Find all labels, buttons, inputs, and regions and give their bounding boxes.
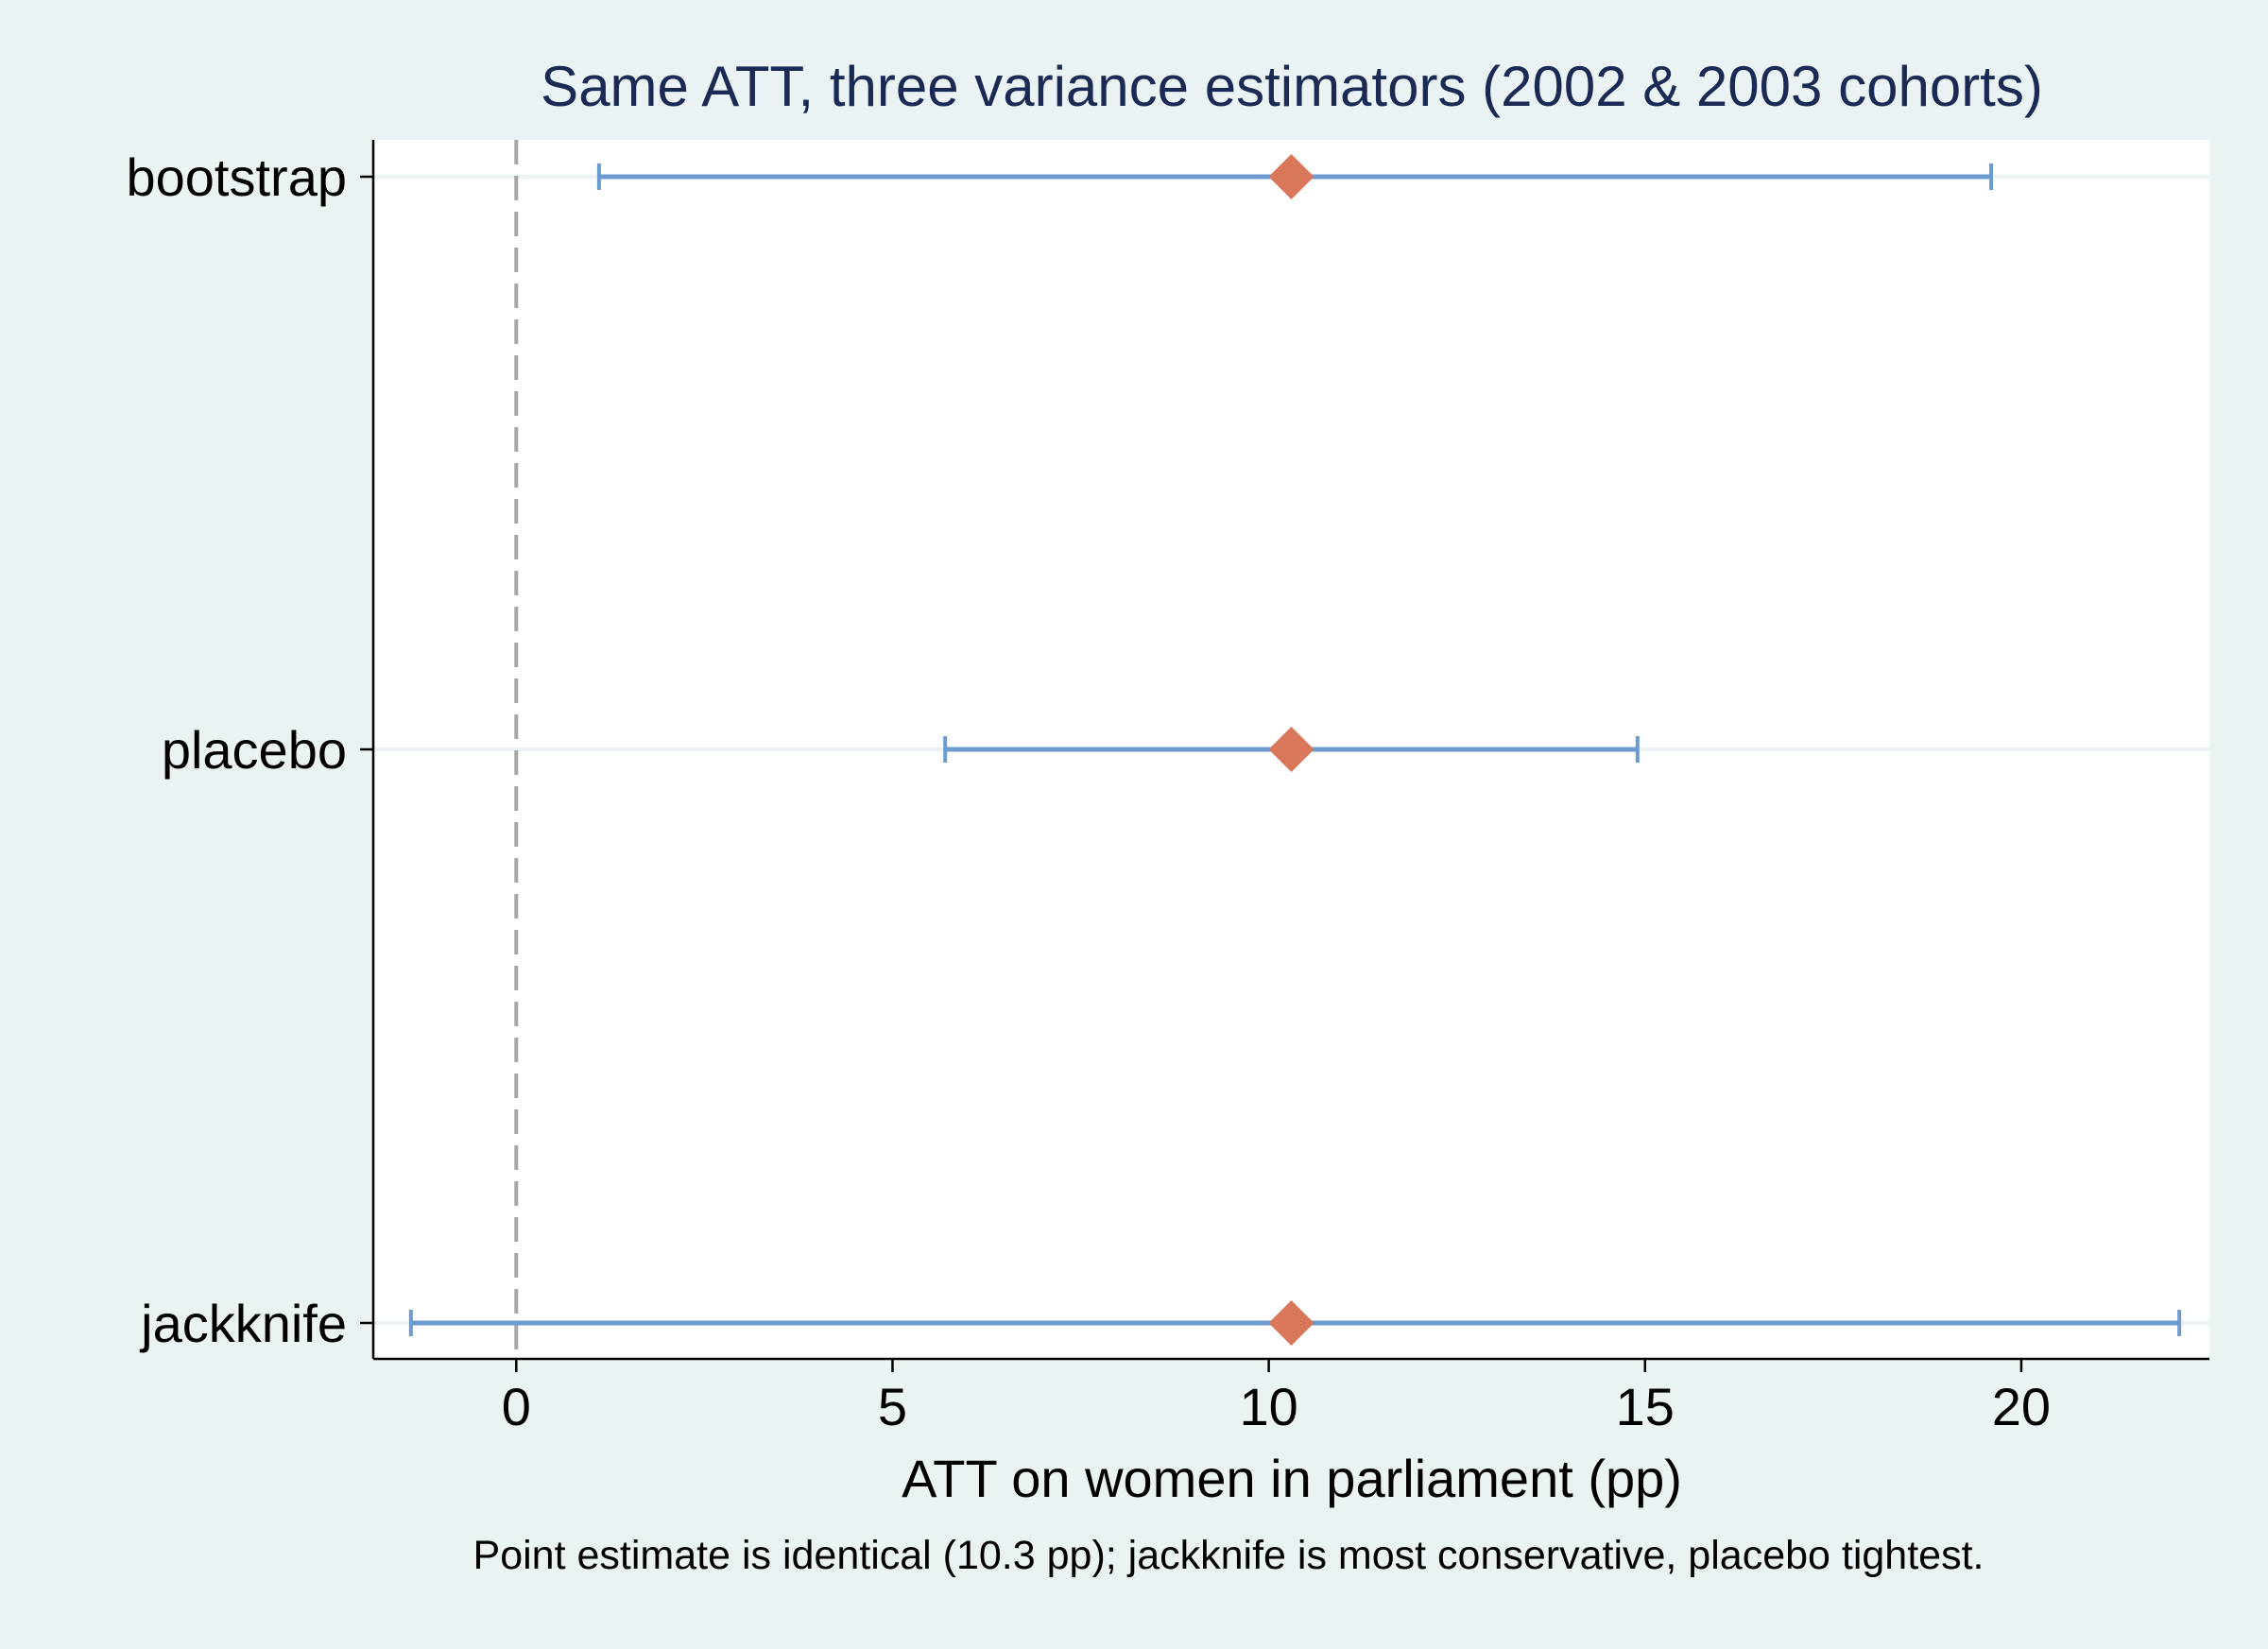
estimate-marks (408, 154, 2182, 1346)
chart-title: Same ATT, three variance estimators (200… (541, 55, 2043, 118)
y-tick-label-placebo: placebo (162, 720, 347, 780)
x-axis-title: ATT on women in parliament (pp) (902, 1449, 1682, 1508)
y-tick-label-bootstrap: bootstrap (127, 147, 348, 207)
y-axis: bootstrap placebo jackknife (127, 147, 373, 1353)
x-tick-label-0: 0 (502, 1377, 531, 1436)
x-axis: 0 5 10 15 20 (502, 1359, 2051, 1436)
x-tick-label-15: 15 (1616, 1377, 1675, 1436)
point-estimate-placebo (1268, 727, 1314, 772)
y-tick-label-jackknife: jackknife (139, 1294, 347, 1353)
point-estimate-jackknife (1268, 1300, 1314, 1346)
point-estimate-bootstrap (1268, 154, 1314, 199)
chart-note: Point estimate is identical (10.3 pp); j… (473, 1533, 1984, 1578)
x-tick-label-20: 20 (1992, 1377, 2051, 1436)
x-tick-label-5: 5 (878, 1377, 907, 1436)
x-tick-label-10: 10 (1239, 1377, 1297, 1436)
